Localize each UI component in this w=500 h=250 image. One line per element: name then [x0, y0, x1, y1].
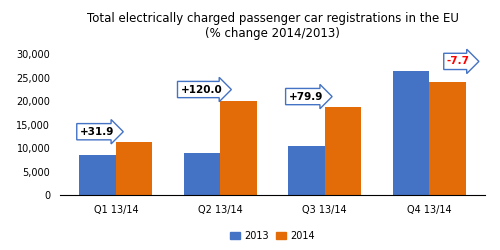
Text: -7.7: -7.7 — [447, 56, 470, 66]
Text: +79.9: +79.9 — [288, 92, 323, 102]
Text: +120.0: +120.0 — [180, 84, 222, 94]
Bar — [288, 146, 325, 195]
Legend: 2013, 2014: 2013, 2014 — [226, 227, 318, 245]
Bar — [324, 107, 362, 195]
Bar — [116, 142, 152, 195]
Bar — [220, 101, 257, 195]
Bar — [429, 82, 466, 195]
Bar — [184, 153, 220, 195]
Title: Total electrically charged passenger car registrations in the EU
(% change 2014/: Total electrically charged passenger car… — [86, 12, 458, 40]
Text: +31.9: +31.9 — [80, 127, 114, 137]
Bar — [80, 155, 116, 195]
Bar — [392, 71, 429, 195]
